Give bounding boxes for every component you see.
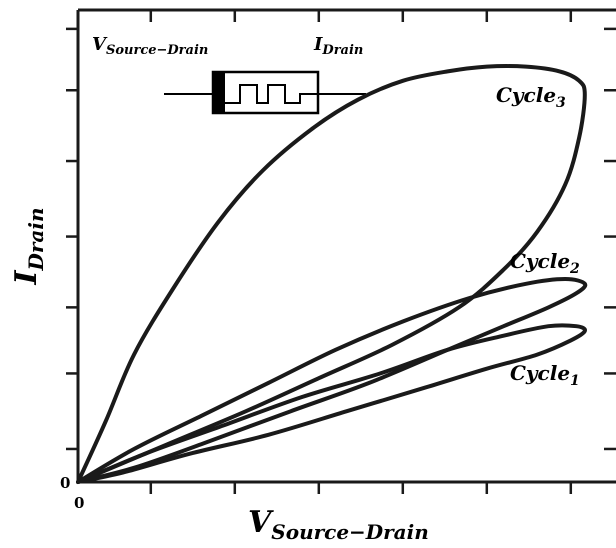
x-axis-label-sub: Source−Drain <box>271 520 429 544</box>
cycle2-label-sub: 2 <box>569 261 580 277</box>
inset-circuit: VSource−Drain IDrain <box>92 34 366 115</box>
axis-ticks <box>66 10 616 494</box>
hysteresis-loops <box>76 64 588 484</box>
x-origin-label: 0 <box>74 494 84 512</box>
inset-left-label: VSource−Drain <box>92 34 208 58</box>
inset-right-label-sub: Drain <box>321 43 363 58</box>
inset-device-body <box>211 70 320 115</box>
cycle3-label: Cycle3 <box>496 83 566 111</box>
inset-left-label-main: V <box>92 34 108 55</box>
axes <box>76 8 616 484</box>
x-axis-label: VSource−Drain <box>248 505 429 544</box>
x-axis-label-main: V <box>248 505 274 540</box>
cycle3-label-main: Cycle <box>496 83 556 107</box>
cycle2-label: Cycle2 <box>510 249 580 277</box>
y-origin-label: 0 <box>60 474 70 492</box>
cycle3-loop <box>76 64 587 484</box>
inset-right-label: IDrain <box>313 34 363 58</box>
inset-right-label-main: I <box>313 34 323 55</box>
cycle1-label-main: Cycle <box>510 361 570 385</box>
cycle1-loop <box>76 323 587 484</box>
inset-device-electrode <box>213 72 225 113</box>
svg-text:IDrain: IDrain <box>9 207 48 285</box>
cycle2-loop <box>76 277 588 484</box>
cycle1-label-sub: 1 <box>570 373 580 389</box>
cycle3-label-sub: 3 <box>556 95 566 111</box>
inset-left-label-sub: Source−Drain <box>106 43 208 58</box>
y-axis-label-main: I <box>9 270 44 286</box>
y-axis-label-sub: Drain <box>24 207 48 271</box>
inset-filament-path <box>225 84 318 104</box>
cycle2-label-main: Cycle <box>510 249 570 273</box>
y-axis-label: IDrain <box>9 207 48 285</box>
cycle1-label: Cycle1 <box>510 361 580 389</box>
